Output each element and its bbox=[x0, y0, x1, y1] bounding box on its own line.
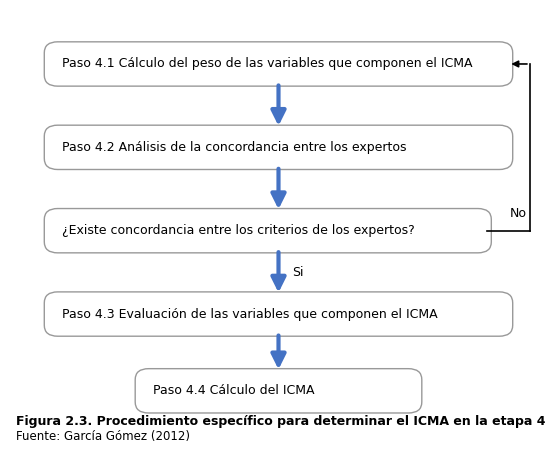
FancyBboxPatch shape bbox=[45, 42, 512, 86]
FancyBboxPatch shape bbox=[45, 125, 512, 170]
Text: Paso 4.4 Cálculo del ICMA: Paso 4.4 Cálculo del ICMA bbox=[153, 384, 314, 397]
Text: Figura 2.3. Procedimiento específico para determinar el ICMA en la etapa 4: Figura 2.3. Procedimiento específico par… bbox=[17, 415, 546, 428]
FancyBboxPatch shape bbox=[45, 292, 512, 336]
FancyBboxPatch shape bbox=[135, 369, 422, 413]
Text: ¿Existe concordancia entre los criterios de los expertos?: ¿Existe concordancia entre los criterios… bbox=[62, 224, 415, 237]
Text: Paso 4.3 Evaluación de las variables que componen el ICMA: Paso 4.3 Evaluación de las variables que… bbox=[62, 308, 438, 320]
Text: Paso 4.1 Cálculo del peso de las variables que componen el ICMA: Paso 4.1 Cálculo del peso de las variabl… bbox=[62, 58, 472, 70]
Text: Paso 4.2 Análisis de la concordancia entre los expertos: Paso 4.2 Análisis de la concordancia ent… bbox=[62, 141, 407, 154]
FancyBboxPatch shape bbox=[45, 208, 491, 253]
Text: No: No bbox=[510, 207, 527, 220]
Text: Fuente: García Gómez (2012): Fuente: García Gómez (2012) bbox=[17, 430, 190, 443]
Text: Si: Si bbox=[292, 266, 304, 279]
